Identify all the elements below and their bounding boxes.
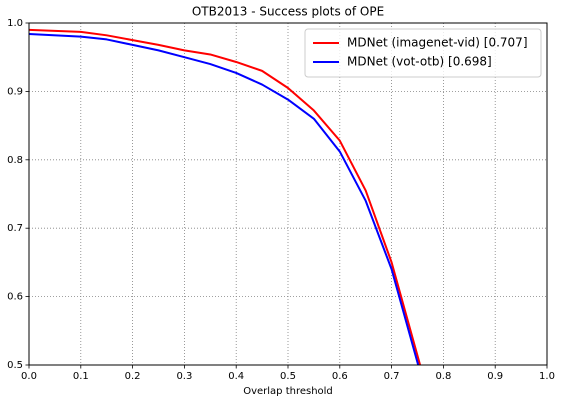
legend-label: MDNet (imagenet-vid) [0.707]: [347, 36, 528, 50]
y-tick-label: 0.9: [7, 86, 23, 97]
x-tick-label: 0.8: [435, 371, 451, 382]
x-tick-label: 0.0: [21, 371, 37, 382]
x-tick-label: 0.4: [228, 371, 244, 382]
y-tick-label: 0.8: [7, 155, 23, 166]
x-tick-label: 0.1: [73, 371, 89, 382]
x-tick-label: 0.9: [487, 371, 503, 382]
ticks: 0.0 0.1 0.2 0.3 0.4 0.5 0.6 0.7 0.8 0.9 1.0 0.5 0.6 0…: [7, 18, 555, 382]
y-tick-label: 0.5: [7, 360, 23, 371]
y-tick-label: 1.0: [7, 18, 23, 29]
x-tick-label: 1.0: [539, 371, 555, 382]
legend-label: MDNet (vot-otb) [0.698]: [347, 55, 492, 69]
x-tick-label: 0.6: [332, 371, 348, 382]
legend: MDNet (imagenet-vid) [0.707] MDNet (vot-o…: [304, 28, 542, 78]
x-tick-label: 0.3: [176, 371, 192, 382]
data-line: [29, 28, 422, 365]
x-tick-label: 0.5: [280, 371, 296, 382]
y-tick-label: 0.6: [7, 292, 23, 303]
x-tick-label: 0.2: [125, 371, 141, 382]
x-axis-label: Overlap threshold: [243, 386, 333, 397]
x-tick-label: 0.7: [384, 371, 400, 382]
legend-box: [304, 28, 542, 78]
data-line: [29, 32, 420, 365]
lines: [29, 28, 422, 365]
y-tick-label: 0.7: [7, 223, 23, 234]
chart-title: OTB2013 - Success plots of OPE: [192, 5, 384, 19]
